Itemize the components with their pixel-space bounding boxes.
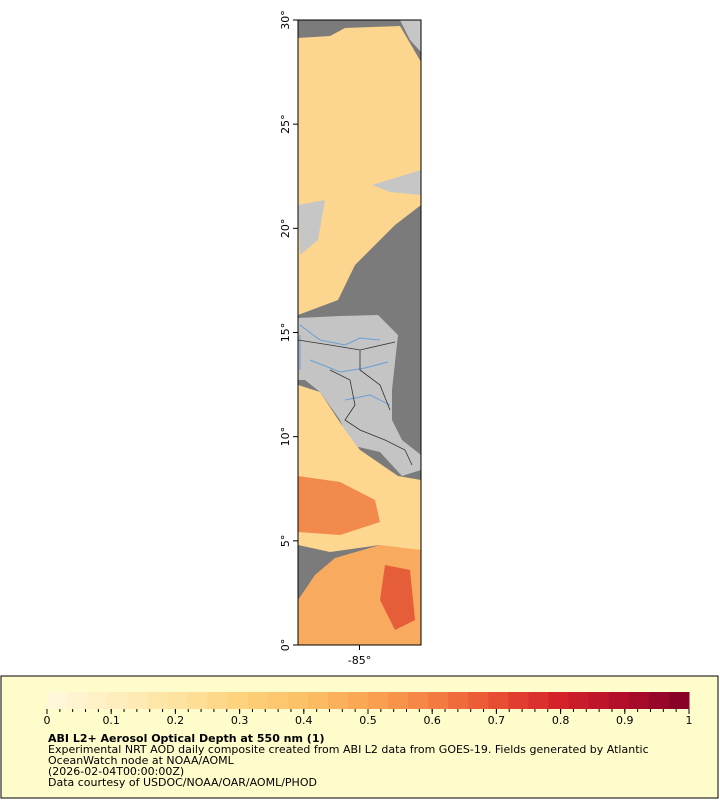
map — [297, 19, 422, 646]
colorbar-cell — [388, 692, 409, 709]
colorbar-cell — [267, 692, 289, 709]
colorbar-cell — [47, 692, 68, 709]
caption-title: ABI L2+ Aerosol Optical Depth at 550 nm … — [48, 732, 325, 745]
colorbar-tick-label: 1 — [686, 714, 693, 727]
colorbar-cell — [247, 692, 269, 709]
colorbar-cell — [508, 692, 529, 709]
y-tick-label: 20° — [279, 219, 292, 239]
colorbar-cell — [227, 692, 249, 709]
colorbar-cell — [448, 692, 469, 709]
colorbar-cell — [107, 692, 128, 709]
aerosol — [298, 476, 380, 535]
colorbar-tick-label: 0 — [44, 714, 51, 727]
y-tick-label: 15° — [279, 323, 292, 343]
caption-line: Experimental NRT AOD daily composite cre… — [48, 743, 649, 756]
colorbar-tick-label: 0.8 — [552, 714, 570, 727]
colorbar-cell — [528, 692, 550, 709]
colorbar-cell — [147, 692, 168, 709]
colorbar-cell — [668, 692, 690, 709]
y-tick-label: 10° — [279, 427, 292, 447]
colorbar-cell — [368, 692, 389, 709]
colorbar-tick-label: 0.4 — [295, 714, 313, 727]
colorbar-cell — [548, 692, 570, 709]
y-tick-label: 5° — [279, 535, 292, 548]
aerosol — [380, 565, 415, 630]
colorbar-cell — [327, 692, 349, 709]
colorbar-tick-label: 0.2 — [167, 714, 185, 727]
colorbar-cell — [187, 692, 208, 709]
caption-line: (2026-02-04T00:00:00Z) — [48, 765, 184, 778]
colorbar-cell — [608, 692, 630, 709]
x-tick-label: -85° — [348, 654, 371, 667]
colorbar-cell — [428, 692, 449, 709]
colorbar-cell — [67, 692, 88, 709]
colorbar-cell — [347, 692, 369, 709]
caption-line: OceanWatch node at NOAA/AOML — [48, 754, 235, 767]
colorbar-tick-label: 0.9 — [616, 714, 634, 727]
colorbar-tick-label: 0.5 — [359, 714, 377, 727]
colorbar-cell — [588, 692, 610, 709]
colorbar-cell — [468, 692, 489, 709]
colorbar-cell — [207, 692, 229, 709]
colorbar-cell — [488, 692, 509, 709]
land — [372, 170, 421, 195]
colorbar-tick-label: 0.3 — [231, 714, 249, 727]
colorbar-tick-label: 0.6 — [423, 714, 441, 727]
colorbar-cell — [307, 692, 329, 709]
colorbar-cell — [87, 692, 108, 709]
land — [298, 200, 325, 255]
colorbar-tick-label: 0.1 — [102, 714, 120, 727]
y-tick-label: 25° — [279, 114, 292, 133]
colorbar-cell — [127, 692, 148, 709]
colorbar-cell — [408, 692, 429, 709]
y-tick-label: 0° — [279, 639, 292, 652]
colorbar-cell — [628, 692, 650, 709]
aerosol — [298, 26, 421, 315]
colorbar-cell — [167, 692, 188, 709]
border — [297, 339, 413, 466]
colorbar-tick-label: 0.7 — [488, 714, 506, 727]
colorbar-cell — [568, 692, 590, 709]
land — [298, 315, 421, 476]
land — [400, 20, 421, 52]
caption-line: Data courtesy of USDOC/NOAA/OAR/AOML/PHO… — [48, 776, 317, 789]
colorbar-cell — [287, 692, 309, 709]
river — [299, 324, 391, 406]
y-tick-label: 30° — [279, 10, 292, 30]
colorbar-cell — [648, 692, 670, 709]
